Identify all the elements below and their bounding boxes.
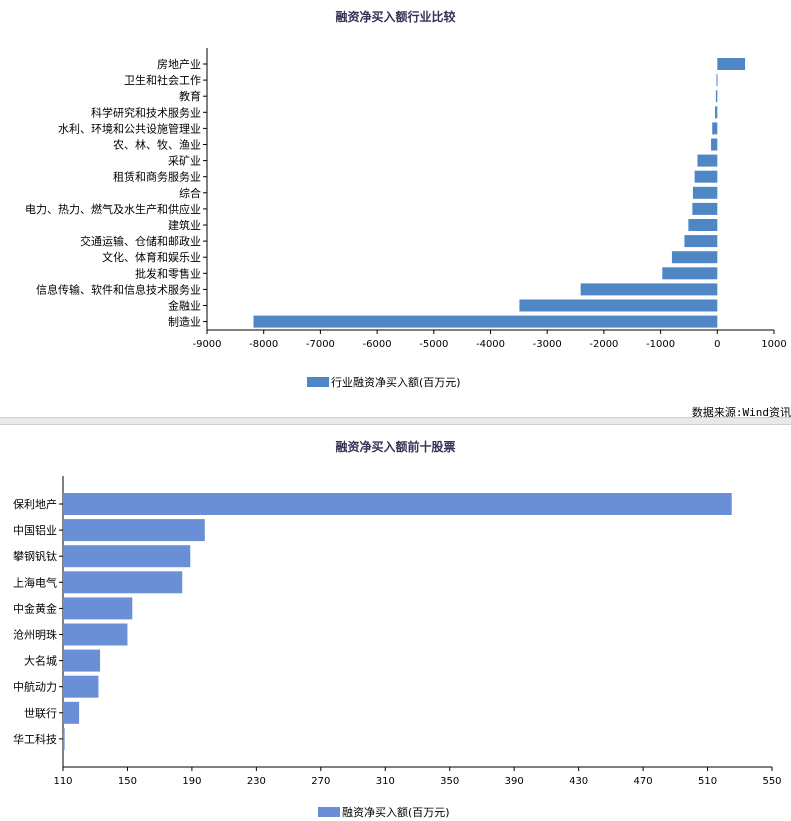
x-tick-label: 110	[53, 776, 72, 787]
bar-4	[63, 571, 183, 594]
category-label: 采矿业	[168, 155, 201, 168]
legend-swatch	[318, 807, 340, 817]
category-label: 保利地产	[13, 497, 57, 511]
bar-15	[580, 283, 718, 296]
bar-5	[712, 122, 718, 135]
bar-2	[716, 74, 718, 87]
industry-chart-title: 融资净买入额行业比较	[335, 10, 456, 24]
x-tick-label: 510	[698, 776, 717, 787]
bar-11	[688, 219, 718, 231]
bar-8	[694, 170, 718, 183]
category-label: 大名城	[24, 654, 57, 668]
x-tick-label: -2000	[589, 339, 618, 350]
bar-17	[253, 315, 718, 328]
category-label: 批发和零售业	[135, 266, 201, 280]
category-label: 华工科技	[13, 732, 57, 746]
category-label: 综合	[179, 186, 201, 200]
x-tick-label: -7000	[306, 339, 335, 350]
category-label: 中航动力	[13, 680, 57, 694]
bar-12	[684, 235, 718, 248]
panel-separator[interactable]	[0, 417, 791, 425]
x-tick-label: -9000	[192, 339, 221, 350]
x-tick-label: -3000	[533, 339, 562, 350]
x-tick-label: 430	[569, 776, 588, 787]
bar-3	[715, 90, 718, 103]
x-tick-label: 310	[376, 776, 395, 787]
category-label: 制造业	[168, 315, 201, 329]
category-label: 金融业	[168, 299, 201, 313]
bar-8	[63, 675, 99, 698]
bar-10	[63, 727, 65, 750]
legend-label: 融资净买入额(百万元)	[342, 805, 450, 819]
category-label: 农、林、牧、渔业	[113, 138, 201, 152]
x-tick-label: 350	[440, 776, 459, 787]
category-label: 上海电气	[13, 575, 57, 589]
category-label: 科学研究和技术服务业	[91, 105, 201, 119]
bar-4	[715, 106, 718, 119]
category-label: 租赁和商务服务业	[113, 170, 201, 184]
category-label: 交通运输、仓储和邮政业	[80, 234, 201, 248]
data-source-label: 数据来源:Wind资讯	[691, 406, 791, 419]
category-label: 教育	[179, 89, 201, 103]
category-label: 卫生和社会工作	[124, 73, 201, 87]
x-tick-label: -6000	[363, 339, 392, 350]
bar-9	[692, 186, 718, 199]
bar-5	[63, 597, 133, 620]
x-tick-label: 190	[182, 776, 201, 787]
category-label: 电力、热力、燃气及水生产和供应业	[25, 202, 201, 216]
industry-chart-panel: 融资净买入额行业比较 房地产业卫生和社会工作教育科学研究和技术服务业水利、环境和…	[25, 10, 791, 419]
bar-16	[519, 299, 718, 312]
x-tick-label: 1000	[761, 339, 786, 350]
x-tick-label: 230	[247, 776, 266, 787]
category-label: 水利、环境和公共设施管理业	[58, 121, 201, 135]
x-tick-label: 150	[118, 776, 137, 787]
bar-7	[63, 649, 101, 672]
category-label: 中国铝业	[13, 523, 57, 537]
category-label: 建筑业	[168, 218, 201, 232]
top-stocks-chart-title: 融资净买入额前十股票	[335, 440, 456, 454]
x-tick-label: 470	[634, 776, 653, 787]
x-tick-label: 0	[714, 339, 720, 350]
x-tick-label: -8000	[249, 339, 278, 350]
category-label: 信息传输、软件和信息技术服务业	[36, 282, 201, 296]
x-tick-label: 270	[311, 776, 330, 787]
category-label: 沧州明珠	[13, 628, 57, 642]
category-label: 世联行	[24, 707, 57, 720]
category-label: 文化、体育和娱乐业	[102, 250, 201, 264]
bar-2	[63, 519, 205, 542]
bar-7	[697, 154, 718, 167]
bar-1	[63, 493, 732, 515]
category-label: 攀钢钒钛	[13, 549, 57, 563]
bar-3	[63, 545, 191, 568]
bar-13	[671, 251, 718, 264]
x-tick-label: -4000	[476, 339, 505, 350]
bar-14	[662, 267, 718, 280]
x-tick-label: -1000	[646, 339, 675, 350]
bar-1	[717, 58, 746, 70]
category-label: 中金黄金	[13, 601, 57, 615]
bar-6	[63, 623, 128, 646]
legend-swatch	[307, 377, 329, 387]
x-tick-label: -5000	[419, 339, 448, 350]
category-label: 房地产业	[157, 57, 201, 71]
x-tick-label: 550	[762, 776, 781, 787]
top-stocks-chart-panel: 融资净买入额前十股票 保利地产中国铝业攀钢钒钛上海电气中金黄金沧州明珠大名城中航…	[0, 424, 791, 821]
x-tick-label: 390	[505, 776, 524, 787]
industry-bar-chart: 房地产业卫生和社会工作教育科学研究和技术服务业水利、环境和公共设施管理业农、林、…	[25, 48, 787, 389]
bar-6	[711, 138, 718, 151]
legend-label: 行业融资净买入额(百万元)	[331, 375, 461, 389]
bar-10	[692, 202, 718, 215]
bar-9	[63, 701, 80, 724]
